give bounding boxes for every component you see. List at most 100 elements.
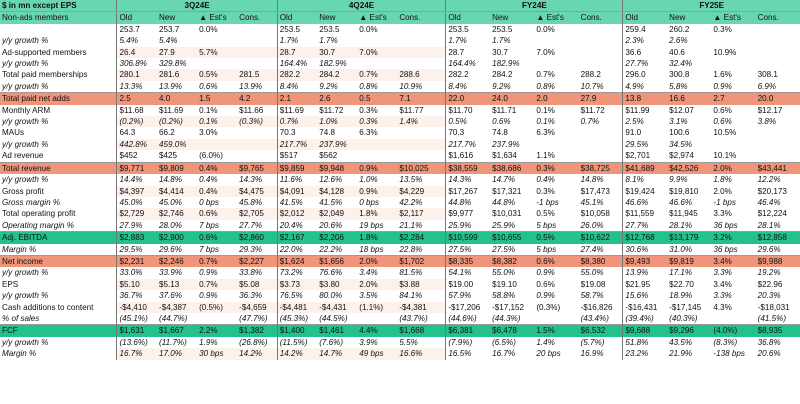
table-cell bbox=[579, 150, 623, 162]
table-cell: 0.0% bbox=[359, 24, 378, 34]
table-cell: $2,231 bbox=[116, 254, 158, 268]
table-cell: $2,246 bbox=[157, 254, 198, 268]
column-header: Cons. bbox=[755, 11, 800, 24]
table-cell: $9,809 bbox=[157, 161, 198, 175]
table-cell: 45.0% bbox=[116, 196, 158, 209]
table-cell: (26.8%) bbox=[237, 336, 278, 349]
table-cell: 0.9% bbox=[197, 267, 238, 279]
table-cell: 1.7% bbox=[445, 35, 491, 47]
table-cell: 0.9% bbox=[197, 290, 238, 302]
table-cell: 217.7% bbox=[445, 138, 491, 151]
table-cell: 0.8% bbox=[536, 81, 555, 91]
table-cell: 1.6% bbox=[713, 70, 732, 80]
table-cell: 44.8% bbox=[445, 196, 491, 209]
column-header: ▲ Est's bbox=[711, 11, 756, 24]
table-cell: 5 bps bbox=[536, 244, 557, 254]
table-cell: (5.7%) bbox=[580, 337, 605, 347]
table-row: y/y growth % 306.8% 329.8% 164.4% 182.9% 164.… bbox=[0, 58, 800, 70]
table-cell: (0.2%) bbox=[116, 116, 158, 128]
table-cell: $1,667 bbox=[157, 324, 198, 337]
table-cell: 2.6 bbox=[317, 92, 358, 105]
table-cell: 13.8 bbox=[622, 92, 668, 105]
table-cell: 58.7% bbox=[580, 291, 604, 301]
table-cell: $1,624 bbox=[276, 254, 318, 268]
table-cell: 24.0 bbox=[490, 92, 535, 105]
table-cell: $9,765 bbox=[237, 161, 278, 175]
table-cell: 29.5% bbox=[116, 243, 158, 256]
table-cell: 0.9% bbox=[536, 268, 555, 278]
table-cell: 9.2% bbox=[317, 80, 358, 93]
row-label: y/y growth % bbox=[2, 36, 49, 46]
table-cell bbox=[534, 139, 578, 150]
table-cell: 17.1% bbox=[669, 268, 693, 278]
table-cell bbox=[237, 35, 278, 47]
table-cell: 14.2% bbox=[237, 348, 278, 360]
table-row: y/y growth % 14.4% 14.8% 0.4% 14.3% 11.6% 12.6… bbox=[0, 174, 800, 186]
table-cell: $2,883 bbox=[116, 231, 158, 244]
table-cell: $1,631 bbox=[116, 324, 158, 337]
table-cell: 2.1 bbox=[276, 92, 318, 105]
table-cell: $4,091 bbox=[276, 185, 318, 197]
table-cell: 5.7% bbox=[197, 46, 238, 59]
row-label: MAUs bbox=[2, 128, 25, 138]
table-cell: $2,900 bbox=[157, 231, 198, 244]
table-cell bbox=[756, 47, 800, 58]
table-cell: -$16,431 bbox=[622, 301, 668, 313]
table-cell: 36.7% bbox=[116, 290, 158, 302]
table-cell bbox=[711, 35, 755, 46]
table-cell bbox=[711, 313, 755, 325]
table-cell: 329.8% bbox=[157, 58, 198, 70]
table-cell: 16.5% bbox=[445, 348, 491, 360]
column-header: New bbox=[490, 11, 535, 24]
table-cell: $22.70 bbox=[669, 279, 694, 289]
table-row: Margin % 16.7% 17.0% 30 bps 14.2% 14.2% 14.7% 4… bbox=[0, 348, 800, 360]
table-cell: 0.7% bbox=[357, 69, 398, 81]
table-cell: 0.1% bbox=[536, 105, 555, 115]
table-cell: $12,768 bbox=[622, 231, 668, 244]
table-cell: $8,380 bbox=[578, 254, 623, 268]
table-cell: 253.5 bbox=[492, 24, 513, 34]
table-cell: 74.8 bbox=[317, 127, 358, 139]
table-cell: 296.0 bbox=[622, 69, 668, 81]
table-cell: (40.3%) bbox=[669, 313, 698, 323]
table-cell: 13.9% bbox=[157, 80, 198, 93]
table-cell: 13.9% bbox=[622, 267, 668, 279]
table-cell: 27.5% bbox=[445, 243, 491, 256]
table-row: y/y growth % (0.2%) (0.2%) 0.1% (0.3%) 0.7% 1.… bbox=[0, 116, 800, 128]
table-cell: 2.0 bbox=[534, 92, 579, 105]
table-cell: 14.3% bbox=[237, 174, 278, 186]
table-row: Cash additions to content -$4,410 -$4,387(… bbox=[0, 301, 800, 313]
column-header: ▲ Est's bbox=[197, 11, 238, 24]
table-cell: 0.7% bbox=[197, 254, 238, 268]
table-cell: 16.7% bbox=[492, 349, 516, 359]
table-cell: $19.08 bbox=[580, 279, 606, 289]
table-cell: -$4,381 bbox=[397, 301, 446, 313]
table-cell: 253.5 bbox=[276, 23, 318, 36]
group-fy25e: FY25E bbox=[622, 0, 800, 13]
table-cell: 1.7% bbox=[492, 36, 511, 46]
table-cell: 12.2% bbox=[757, 175, 781, 185]
table-cell: 10.7% bbox=[580, 81, 604, 91]
column-header: New bbox=[317, 11, 358, 24]
table-cell: 31.0% bbox=[669, 244, 693, 254]
table-cell: 6.3% bbox=[536, 128, 555, 138]
table-cell: 46.4% bbox=[757, 197, 781, 207]
table-cell: -138 bps bbox=[713, 349, 745, 359]
table-cell: (13.6%) bbox=[116, 336, 158, 349]
table-cell: 0.7% bbox=[580, 117, 600, 127]
table-cell: 1.8% bbox=[357, 231, 398, 244]
table-cell: 1.5% bbox=[534, 324, 579, 337]
row-label: Total paid net adds bbox=[0, 92, 117, 105]
table-cell: 2.0% bbox=[357, 254, 398, 268]
table-row: y/y growth % 13.3% 13.9% 0.6% 13.9% 8.4% 9.2% 0… bbox=[0, 80, 800, 93]
table-cell: 76.6% bbox=[317, 267, 358, 279]
table-cell: 0.1% bbox=[197, 116, 238, 128]
table-cell bbox=[237, 150, 278, 163]
table-cell: $11.71 bbox=[492, 105, 517, 115]
row-label: Gross margin % bbox=[2, 197, 61, 207]
row-label: y/y growth % bbox=[2, 337, 49, 347]
table-cell: $11.77 bbox=[397, 104, 446, 117]
table-cell: (0.3%) bbox=[237, 116, 278, 128]
table-cell: 0.3% bbox=[357, 104, 398, 117]
table-cell: (43.4%) bbox=[580, 313, 609, 323]
